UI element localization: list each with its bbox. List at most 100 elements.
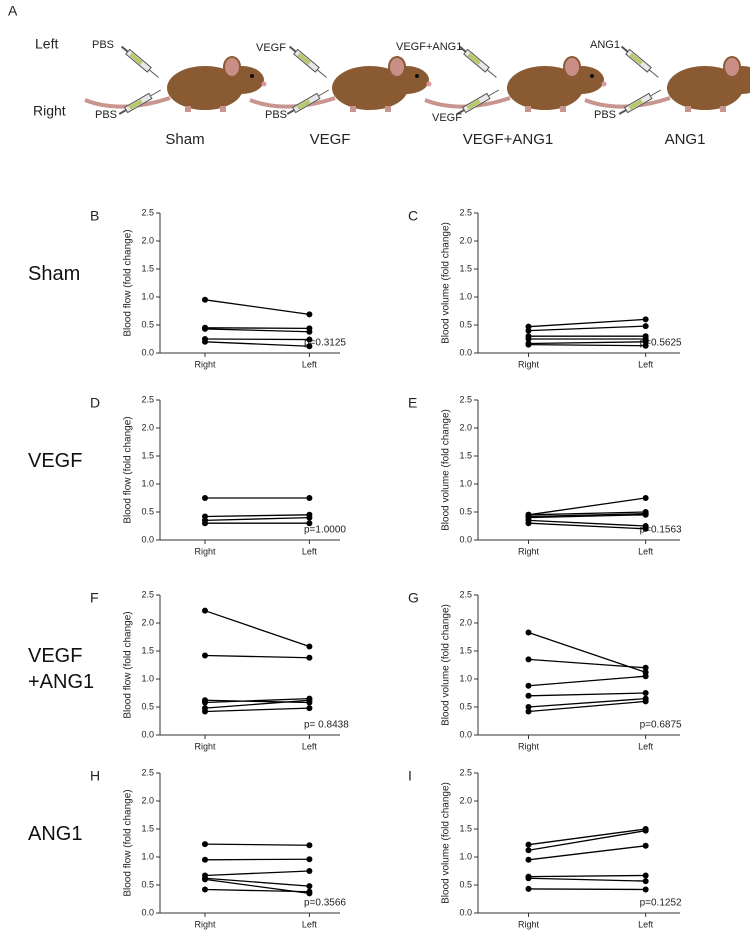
pair-line	[528, 631, 646, 673]
data-point	[306, 311, 313, 318]
y-tick-label: 2.5	[141, 394, 154, 404]
pair-line	[204, 877, 310, 887]
y-axis-title: Blood volume (fold change)	[441, 409, 452, 531]
data-point	[525, 856, 532, 863]
y-tick-label: 1.5	[459, 450, 472, 460]
panel-letter: F	[90, 590, 99, 606]
pair-line	[528, 514, 646, 519]
x-tick-label: Right	[194, 359, 216, 369]
annotation: p= 0.8438	[304, 720, 349, 731]
y-axis-title: Blood volume (fold change)	[441, 222, 452, 344]
data-point	[525, 841, 532, 848]
data-point	[306, 868, 313, 874]
data-point	[642, 878, 649, 885]
data-point	[202, 708, 208, 715]
y-tick-label: 2.0	[141, 795, 154, 805]
data-point	[202, 296, 208, 303]
injection-label: ANG1	[590, 39, 620, 51]
y-tick-label: 1.0	[141, 851, 154, 861]
data-point	[525, 520, 532, 527]
pair-line	[528, 343, 646, 347]
x-tick-label: Right	[518, 919, 540, 929]
side-label: Right	[33, 103, 66, 119]
y-axis-title: Blood flow (fold change)	[123, 416, 134, 523]
pair-line	[204, 888, 310, 893]
y-tick-label: 1.5	[141, 450, 154, 460]
data-point	[642, 698, 649, 705]
annotation: p=1.0000	[304, 525, 346, 536]
y-tick-label: 2.5	[459, 767, 472, 777]
annotation: p=0.5625	[640, 338, 682, 349]
data-point	[306, 842, 313, 849]
y-tick-label: 2.0	[141, 422, 154, 432]
y-tick-label: 2.5	[459, 589, 472, 599]
mouse-icon	[83, 55, 269, 114]
group-label: Sham	[165, 131, 204, 148]
data-point	[525, 629, 532, 636]
y-tick-label: 2.0	[141, 617, 154, 627]
data-point	[306, 343, 313, 350]
x-tick-label: Left	[638, 741, 654, 751]
y-tick-label: 0.5	[141, 506, 154, 516]
y-axis-title: Blood volume (fold change)	[441, 782, 452, 904]
syringe	[286, 43, 330, 81]
pair-line	[528, 830, 646, 851]
y-tick-label: 0.5	[459, 879, 472, 889]
x-tick-label: Right	[518, 741, 540, 751]
pair-line	[204, 699, 310, 709]
data-point	[525, 708, 532, 715]
data-point	[642, 886, 649, 893]
pair-line	[528, 522, 646, 530]
y-tick-label: 0.0	[141, 534, 154, 544]
y-tick-label: 1.0	[459, 291, 472, 301]
annotation: p=0.3125	[304, 338, 346, 349]
pair-line	[204, 299, 310, 316]
side-label: Left	[35, 36, 58, 52]
y-axis-title: Blood volume (fold change)	[441, 604, 452, 726]
data-point	[642, 511, 649, 518]
data-point	[202, 338, 208, 345]
y-tick-label: 1.0	[141, 291, 154, 301]
data-point	[306, 705, 313, 712]
row-label: VEGF +ANG1	[28, 645, 95, 693]
group-label: ANG1	[665, 131, 706, 148]
data-point	[642, 664, 649, 671]
data-point	[525, 875, 532, 882]
pair-line	[204, 843, 310, 846]
y-tick-label: 2.5	[459, 394, 472, 404]
panel-letter: A	[8, 3, 18, 19]
panel-letter: I	[408, 768, 412, 784]
pair-line	[528, 341, 646, 345]
data-point	[306, 697, 313, 704]
y-tick-label: 2.5	[459, 207, 472, 217]
y-tick-label: 2.5	[141, 589, 154, 599]
data-point	[202, 520, 208, 527]
y-tick-label: 0.0	[459, 907, 472, 917]
y-tick-label: 1.5	[141, 645, 154, 655]
annotation: p=0.3566	[304, 898, 346, 909]
injection-label: VEGF	[432, 112, 462, 124]
pair-line	[528, 828, 646, 846]
syringe	[118, 43, 162, 81]
pair-line	[528, 675, 646, 687]
group-label: VEGF+ANG1	[463, 131, 553, 148]
pair-line	[204, 654, 310, 659]
data-point	[642, 323, 649, 330]
data-point	[306, 328, 313, 335]
y-tick-label: 2.0	[459, 795, 472, 805]
y-tick-label: 0.5	[141, 879, 154, 889]
data-point	[642, 495, 649, 501]
data-point	[306, 514, 313, 521]
x-tick-label: Right	[194, 741, 216, 751]
syringe	[618, 43, 662, 81]
y-tick-label: 1.0	[459, 478, 472, 488]
data-point	[525, 656, 532, 663]
x-tick-label: Right	[194, 919, 216, 929]
injection-label: VEGF+ANG1	[396, 41, 462, 53]
data-point	[306, 643, 313, 650]
y-tick-label: 1.0	[141, 673, 154, 683]
pair-line	[528, 497, 646, 516]
y-axis-title: Blood flow (fold change)	[123, 789, 134, 896]
panel-letter: E	[408, 395, 417, 411]
y-tick-label: 1.5	[459, 263, 472, 273]
